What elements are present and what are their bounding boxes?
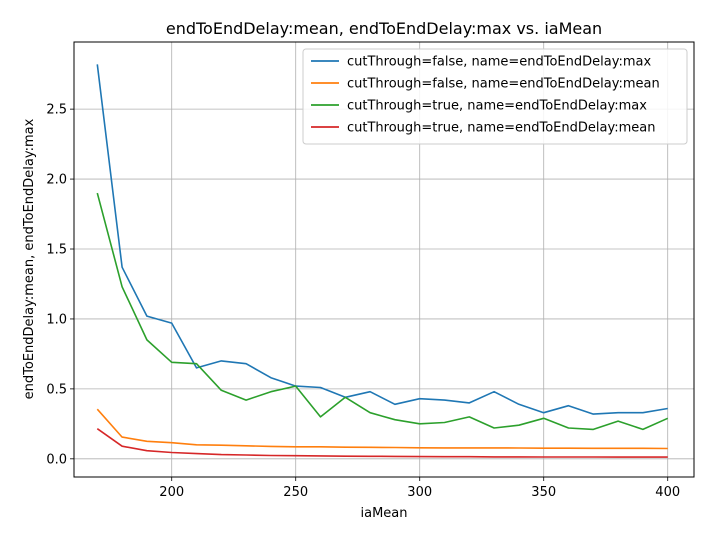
x-tick-label: 250	[283, 485, 308, 500]
plot-frame	[73, 41, 695, 478]
legend-label: cutThrough=true, name=endToEndDelay:max	[347, 99, 647, 114]
y-tick-label: 0.0	[46, 452, 67, 467]
x-tick-label: 350	[531, 485, 556, 500]
legend-box	[302, 48, 688, 145]
axis-ticks: 200 250 300 350 400 0.0 0.5 1.0 1.5 2.0 2.5	[46, 103, 680, 500]
series-line-4	[96, 428, 668, 458]
legend-label: cutThrough=false, name=endToEndDelay:mea…	[347, 77, 660, 92]
series-lines	[96, 64, 669, 458]
y-tick-label: 2.0	[46, 173, 67, 188]
y-tick-label: 2.5	[46, 103, 67, 118]
legend-label: cutThrough=false, name=endToEndDelay:max	[347, 55, 651, 70]
x-tick-label: 300	[407, 485, 432, 500]
x-axis-label: iaMean	[361, 506, 408, 521]
x-tick-label: 200	[159, 485, 184, 500]
y-tick-label: 1.5	[46, 243, 67, 258]
series-line-1	[96, 64, 668, 415]
y-axis-label: endToEndDelay:mean, endToEndDelay:max	[22, 118, 37, 399]
series-line-3	[96, 192, 669, 431]
legend: cutThrough=false, name=endToEndDelay:max…	[302, 48, 688, 145]
chart-title: endToEndDelay:mean, endToEndDelay:max vs…	[166, 19, 602, 38]
series-line-2	[96, 408, 668, 450]
y-tick-label: 0.5	[46, 382, 67, 397]
x-tick-label: 400	[655, 485, 680, 500]
y-tick-label: 1.0	[46, 312, 67, 327]
legend-label: cutThrough=true, name=endToEndDelay:mean	[347, 121, 655, 136]
